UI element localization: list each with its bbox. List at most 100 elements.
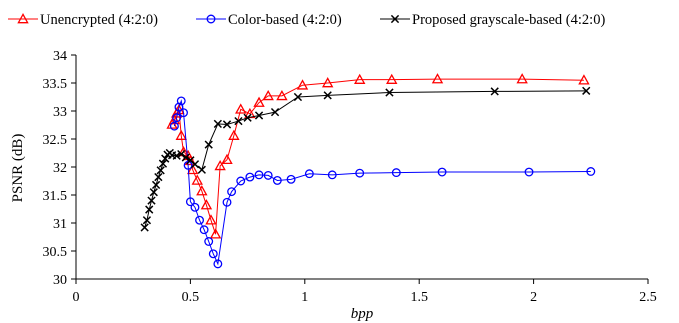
series-2-point (204, 237, 214, 246)
series-1-point (386, 73, 398, 84)
series-3-point (270, 107, 280, 117)
series-1-point (186, 163, 199, 175)
series-1-point (296, 79, 309, 90)
series-3-point (156, 166, 165, 175)
series-3-point (147, 196, 156, 205)
legend-item-2: Color-based (4:2:0) (196, 12, 342, 28)
series-2-point (254, 170, 264, 180)
x-tick-label: 0.5 (182, 290, 200, 305)
legend-label: Color-based (4:2:0) (228, 12, 342, 28)
series-1-point (205, 214, 217, 225)
series-1-point (196, 185, 208, 196)
series-2-point (213, 259, 223, 269)
series-2-point (172, 113, 182, 123)
series-3-point (197, 165, 206, 174)
series-3-point (142, 216, 152, 225)
legend-marker (206, 14, 216, 24)
x-tick-label: 1 (301, 290, 308, 305)
series-3-point (140, 223, 149, 232)
series-2 (169, 96, 596, 269)
x-ticks: 0 0.5 1 1.5 2 2.5 (73, 279, 657, 305)
y-tick-label: 33.5 (43, 77, 68, 92)
legend-item-1: Unencrypted (4:2:0) (8, 12, 158, 28)
x-tick-label: 2 (530, 290, 537, 305)
series-3-point (154, 172, 163, 182)
series-3-point (213, 119, 222, 129)
series-2-point (236, 176, 246, 186)
series-1-point (191, 174, 203, 185)
series-2-point (174, 102, 184, 112)
series-2-point (199, 225, 209, 235)
y-tick-label: 32 (53, 161, 67, 176)
series-2-point (327, 170, 337, 180)
series-layer (140, 73, 596, 269)
series-2-point (176, 96, 186, 106)
x-tick-label: 1.5 (410, 290, 428, 305)
y-tick-label: 31.5 (43, 189, 68, 204)
series-1-point (431, 73, 444, 84)
series-1-point (235, 103, 247, 114)
series-2-point (195, 215, 205, 225)
series-3-point (490, 87, 499, 96)
series-2-point (190, 202, 200, 212)
y-tick-label: 30 (53, 273, 67, 288)
x-tick-label: 0 (73, 290, 80, 305)
series-3-point (323, 91, 332, 100)
series-3-point (158, 159, 168, 168)
series-3 (140, 86, 591, 232)
series-2-line (173, 99, 591, 266)
series-1-point (253, 96, 265, 107)
legend-marker (390, 14, 400, 24)
series-2-point (524, 167, 534, 177)
series-3-point (181, 153, 190, 162)
series-1-point (354, 73, 366, 84)
series-3-point (149, 188, 158, 197)
series-2-point (245, 172, 255, 182)
series-3-point (582, 86, 591, 95)
series-2-point (179, 108, 188, 118)
series-2-point (185, 197, 195, 207)
series-2-point (227, 187, 237, 197)
series-2-point (304, 169, 314, 179)
series-1-point (276, 89, 288, 101)
series-2-point (272, 175, 282, 185)
y-ticks: 30 30.5 31 31.5 32 32.5 33 33.5 34 (43, 49, 76, 288)
series-3-point (204, 140, 213, 149)
series-3-point (293, 92, 303, 102)
series-3-point (254, 111, 264, 120)
series-2-point (355, 168, 365, 178)
series-1-point (262, 89, 274, 101)
y-tick-label: 33 (53, 105, 67, 120)
series-1-point (321, 77, 334, 88)
x-axis-title: bpp (351, 306, 374, 322)
y-tick-label: 34 (53, 49, 67, 64)
y-tick-label: 32.5 (43, 133, 68, 148)
series-2-point (208, 249, 218, 259)
series-2-point (286, 174, 296, 184)
series-1-point (578, 74, 590, 85)
series-1-point (175, 129, 187, 140)
y-axis-title: PSNR (dB) (10, 134, 26, 203)
series-3-point (177, 149, 186, 159)
legend: Unencrypted (4:2:0) Color-based (4:2:0) Pr… (8, 12, 605, 28)
series-3-point (151, 180, 161, 190)
series-1-point (221, 153, 233, 165)
series-1-point (516, 73, 528, 84)
series-1-point (228, 129, 240, 140)
series-2-point (222, 197, 232, 207)
series-3-point (243, 113, 252, 122)
legend-item-3: Proposed grayscale-based (4:2:0) (380, 12, 605, 28)
y-tick-label: 31 (53, 217, 67, 232)
series-2-point (586, 167, 596, 176)
series-2-point (263, 170, 273, 180)
legend-label: Unencrypted (4:2:0) (40, 12, 158, 28)
series-2-point (437, 167, 447, 177)
series-2-point (391, 168, 401, 178)
legend-label: Proposed grayscale-based (4:2:0) (412, 12, 605, 28)
series-1 (166, 73, 590, 239)
series-1-point (200, 199, 213, 210)
series-3-point (234, 116, 243, 126)
series-3-point (385, 88, 394, 97)
x-tick-label: 2.5 (639, 290, 657, 305)
